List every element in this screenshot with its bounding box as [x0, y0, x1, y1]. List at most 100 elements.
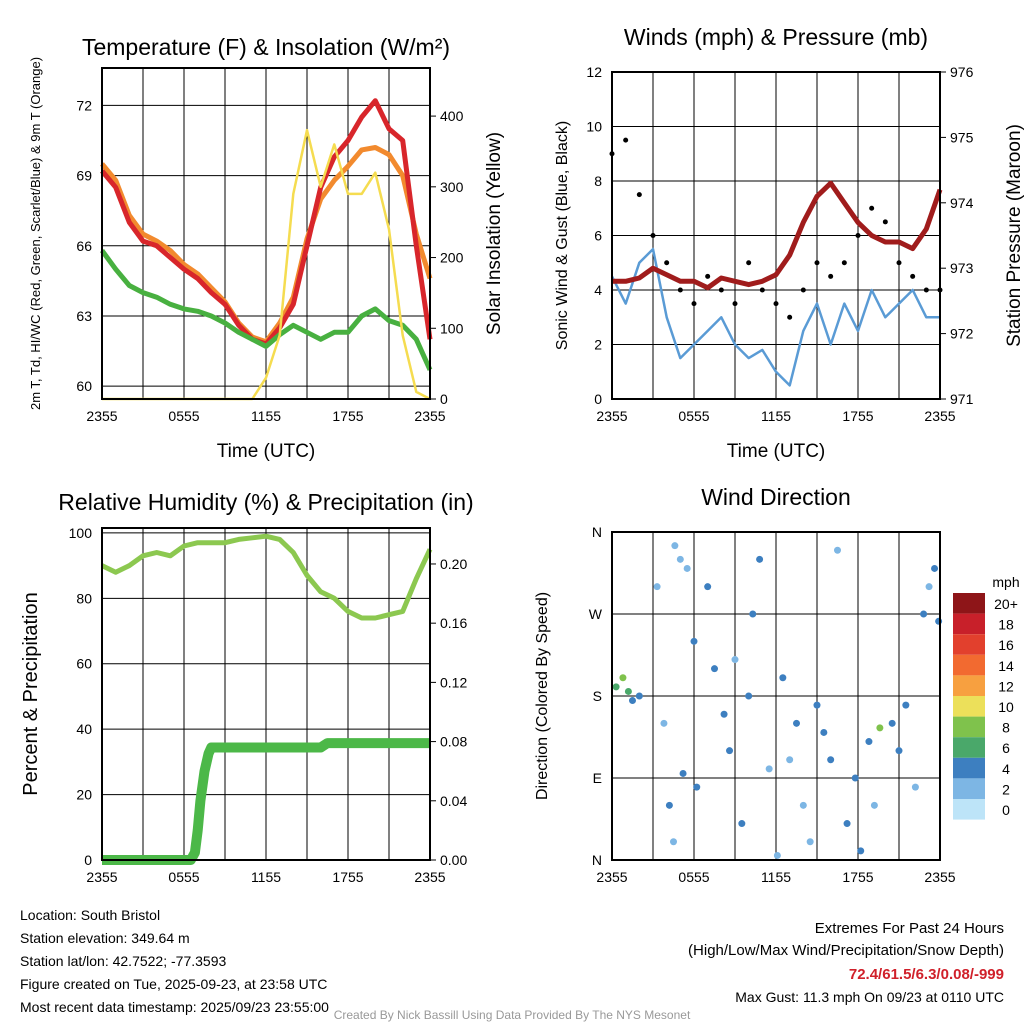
- chart-title: Winds (mph) & Pressure (mb): [624, 24, 928, 50]
- y2-tick-label: 200: [440, 250, 464, 266]
- y-tick-label: 0: [594, 391, 602, 407]
- y-tick-label: 20: [76, 787, 92, 803]
- x-tick-label: 2355: [414, 408, 445, 424]
- gust-point: [855, 233, 861, 238]
- wind-direction-point: [827, 756, 835, 764]
- gust-point: [732, 301, 738, 307]
- y2-tick-label: 0.04: [440, 793, 467, 809]
- plot-frame: [101, 527, 431, 861]
- wind-direction-point: [813, 701, 821, 709]
- series-precip: [102, 738, 430, 865]
- y2-tick-label: 0.20: [440, 556, 467, 572]
- y-tick-label: 66: [76, 238, 92, 254]
- x-axis-label: Time (UTC): [727, 441, 826, 462]
- wind-direction-point: [857, 847, 865, 855]
- wind-direction-point: [670, 838, 677, 846]
- y2-axis-label: Solar Insolation (Yellow): [484, 132, 505, 335]
- wind-direction-point: [773, 851, 781, 859]
- wind-direction-point: [749, 610, 757, 618]
- x-tick-label: 0555: [678, 408, 709, 424]
- y2-tick-label: 400: [440, 108, 464, 124]
- series-td: [99, 249, 433, 371]
- x-tick-label: 1155: [251, 869, 281, 885]
- gust-point: [814, 260, 820, 266]
- wind-direction-point: [888, 719, 896, 727]
- y-tick-label: 72: [76, 97, 92, 113]
- wind-direction-point: [745, 692, 753, 700]
- x-tick-label: 1155: [251, 408, 281, 424]
- wind-direction-point: [624, 687, 632, 695]
- wind-direction-point: [653, 583, 661, 591]
- y2-tick-label: 0.12: [440, 674, 467, 690]
- wind-direction-point: [820, 728, 828, 736]
- series-pressure: [612, 180, 943, 291]
- y-tick-label: 10: [586, 119, 602, 135]
- y-tick-label: 8: [594, 173, 602, 189]
- wind-direction-point: [683, 564, 691, 572]
- gust-point: [705, 273, 711, 279]
- chart-title: Relative Humidity (%) & Precipitation (i…: [58, 489, 473, 515]
- y-tick-label: E: [593, 770, 602, 786]
- wind-direction-point: [619, 674, 627, 682]
- wind-direction-point: [612, 683, 620, 691]
- gust-point: [691, 301, 697, 307]
- wind-direction-point: [731, 656, 739, 664]
- gust-point: [773, 301, 779, 307]
- wind-direction-point: [635, 692, 643, 700]
- wind-direction-point: [693, 783, 701, 791]
- legend-swatch: [953, 593, 985, 614]
- x-tick-label: 0555: [168, 408, 199, 424]
- legend-swatch: [953, 634, 985, 655]
- y2-tick-label: 0.08: [440, 734, 467, 750]
- series-rh: [100, 533, 433, 621]
- elevation: Station elevation: 349.64 m: [20, 930, 190, 946]
- x-tick-label: 1755: [332, 869, 363, 885]
- wind-direction-point: [690, 637, 698, 645]
- y2-tick-label: 0.16: [440, 615, 467, 631]
- y-tick-label: 100: [69, 525, 93, 541]
- wind-direction-point: [720, 710, 728, 718]
- y2-tick-label: 974: [950, 195, 974, 211]
- legend-swatch: [953, 613, 985, 635]
- wind-direction-point: [676, 555, 684, 563]
- wind-direction-point: [931, 564, 939, 572]
- gust-point: [800, 287, 806, 293]
- location: Location: South Bristol: [20, 907, 161, 923]
- wind-direction-point: [629, 697, 636, 705]
- wind-direction-point: [851, 774, 859, 782]
- y-tick-label: W: [589, 606, 603, 622]
- y-tick-label: 69: [76, 168, 92, 184]
- x-tick-label: 0555: [168, 869, 199, 885]
- legend-swatch: [953, 696, 985, 717]
- wind-direction-point: [902, 701, 910, 709]
- legend-label: 20+: [994, 596, 1018, 612]
- legend-swatch: [953, 654, 985, 676]
- wind-direction-point: [911, 783, 919, 791]
- legend-label: 16: [998, 637, 1014, 653]
- legend-swatch: [953, 778, 985, 799]
- x-tick-label: 1155: [761, 408, 791, 424]
- x-tick-label: 2355: [86, 869, 117, 885]
- wind-direction-point: [665, 801, 673, 809]
- gust-point: [896, 260, 902, 266]
- y-tick-label: 80: [76, 590, 92, 606]
- recent: Most recent data timestamp: 2025/09/23 2…: [20, 999, 329, 1015]
- gust-point: [650, 233, 656, 238]
- x-tick-label: 1755: [332, 408, 363, 424]
- x-tick-label: 2355: [86, 408, 117, 424]
- wind-direction-point: [660, 719, 668, 727]
- legend-swatch: [953, 737, 985, 758]
- y-tick-label: S: [593, 688, 602, 704]
- y-tick-label: 6: [594, 228, 602, 244]
- latlon: Station lat/lon: 42.7522; -77.3593: [20, 953, 227, 969]
- gust-point: [787, 314, 793, 320]
- gust-point: [841, 260, 847, 266]
- gust-point: [759, 287, 765, 293]
- wind-direction-point: [843, 820, 851, 828]
- wind-direction-point: [671, 542, 679, 550]
- y-tick-label: N: [592, 524, 602, 540]
- y-axis-label: Direction (Colored By Speed): [534, 592, 551, 800]
- y2-axis-label: Station Pressure (Maroon): [1004, 124, 1024, 347]
- y-tick-label: 2: [594, 337, 602, 353]
